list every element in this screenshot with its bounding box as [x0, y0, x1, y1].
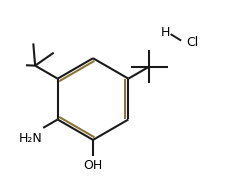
Text: H₂N: H₂N	[19, 132, 42, 145]
Text: H: H	[161, 26, 170, 39]
Text: Cl: Cl	[186, 36, 198, 49]
Text: OH: OH	[83, 159, 103, 172]
